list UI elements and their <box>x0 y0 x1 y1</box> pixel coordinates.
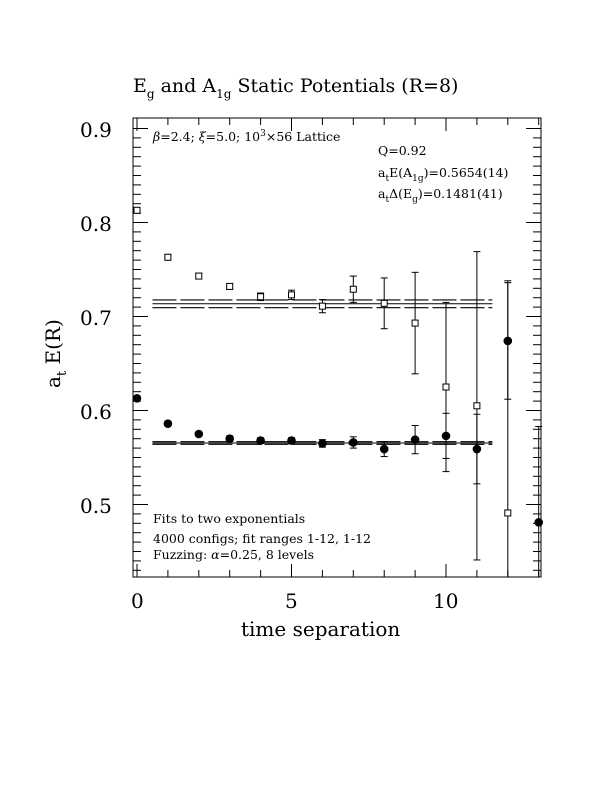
eg-data-point <box>226 282 234 290</box>
beta-symbol: β <box>152 129 160 144</box>
eg-data-point <box>411 319 419 327</box>
eg-data-point <box>288 291 295 299</box>
a1g-data-point <box>318 439 327 448</box>
a1g-data-point <box>163 419 173 428</box>
eg-data-point <box>442 383 450 391</box>
q-value-annotation: Q=0.92 <box>378 143 427 158</box>
a1g-data-point <box>441 431 451 441</box>
eg-data-point <box>504 509 512 517</box>
y-tick-label: 0.9 <box>80 118 112 142</box>
y-axis-label-rest: E(R) <box>41 319 65 371</box>
title-e: E <box>133 75 147 97</box>
a1g-data-point <box>225 434 234 444</box>
fit-note: Fits to two exponentials <box>153 511 305 526</box>
a1g-data-point <box>194 429 204 439</box>
a1g-data-point <box>534 518 543 527</box>
lattice-annotation: β=2.4; ξ=5.0; 103×56 Lattice <box>152 129 340 144</box>
a1g-data-point <box>256 436 265 445</box>
fuzzing-note: Fuzzing: α=0.25, 8 levels <box>153 547 314 562</box>
eg-data-point <box>133 206 141 214</box>
x-tick-label: 10 <box>433 589 458 613</box>
a1g-data-point <box>132 393 142 403</box>
title-rest: Static Potentials (R=8) <box>231 75 458 97</box>
eg-data-point <box>318 302 326 310</box>
a1g-data-point <box>349 438 358 447</box>
a1g-energy-annotation: atE(A1g)=0.5654(14) <box>378 165 508 184</box>
alpha-symbol: α <box>211 547 220 562</box>
a1g-data-point <box>503 336 513 346</box>
plot-frame <box>132 117 542 578</box>
y-tick-label: 0.6 <box>80 400 112 424</box>
y-tick-label: 0.5 <box>80 494 112 518</box>
eg-data-point <box>195 272 203 280</box>
configs-note: 4000 configs; fit ranges 1-12, 1-12 <box>153 531 371 546</box>
y-axis-label: at E(R) <box>41 319 70 388</box>
eg-data-point <box>473 402 481 410</box>
a1g-data-point <box>379 444 389 454</box>
a1g-data-point <box>410 435 420 444</box>
chart-title: Eg and A1g Static Potentials (R=8) <box>133 75 458 101</box>
y-tick-label: 0.7 <box>80 306 112 330</box>
a1g-data-point <box>287 436 296 445</box>
title-and-a: and A <box>155 75 217 97</box>
a1g-data-point <box>472 444 482 454</box>
title-e-sub: g <box>147 87 155 101</box>
title-a-sub: 1g <box>216 87 232 101</box>
x-axis-label: time separation <box>241 617 400 641</box>
eg-gap-annotation: atΔ(Eg)=0.1481(41) <box>378 186 503 205</box>
eg-data-point <box>349 285 357 293</box>
eg-data-point <box>257 293 265 301</box>
xi-symbol: ξ <box>199 129 207 144</box>
y-tick-label: 0.8 <box>80 212 112 236</box>
y-axis-label-a: a <box>41 376 65 388</box>
eg-data-point <box>164 253 172 261</box>
x-tick-label: 0 <box>131 589 144 613</box>
x-tick-label: 5 <box>285 589 298 613</box>
y-axis-label-sub: t <box>55 370 70 376</box>
eg-data-point <box>380 299 388 307</box>
